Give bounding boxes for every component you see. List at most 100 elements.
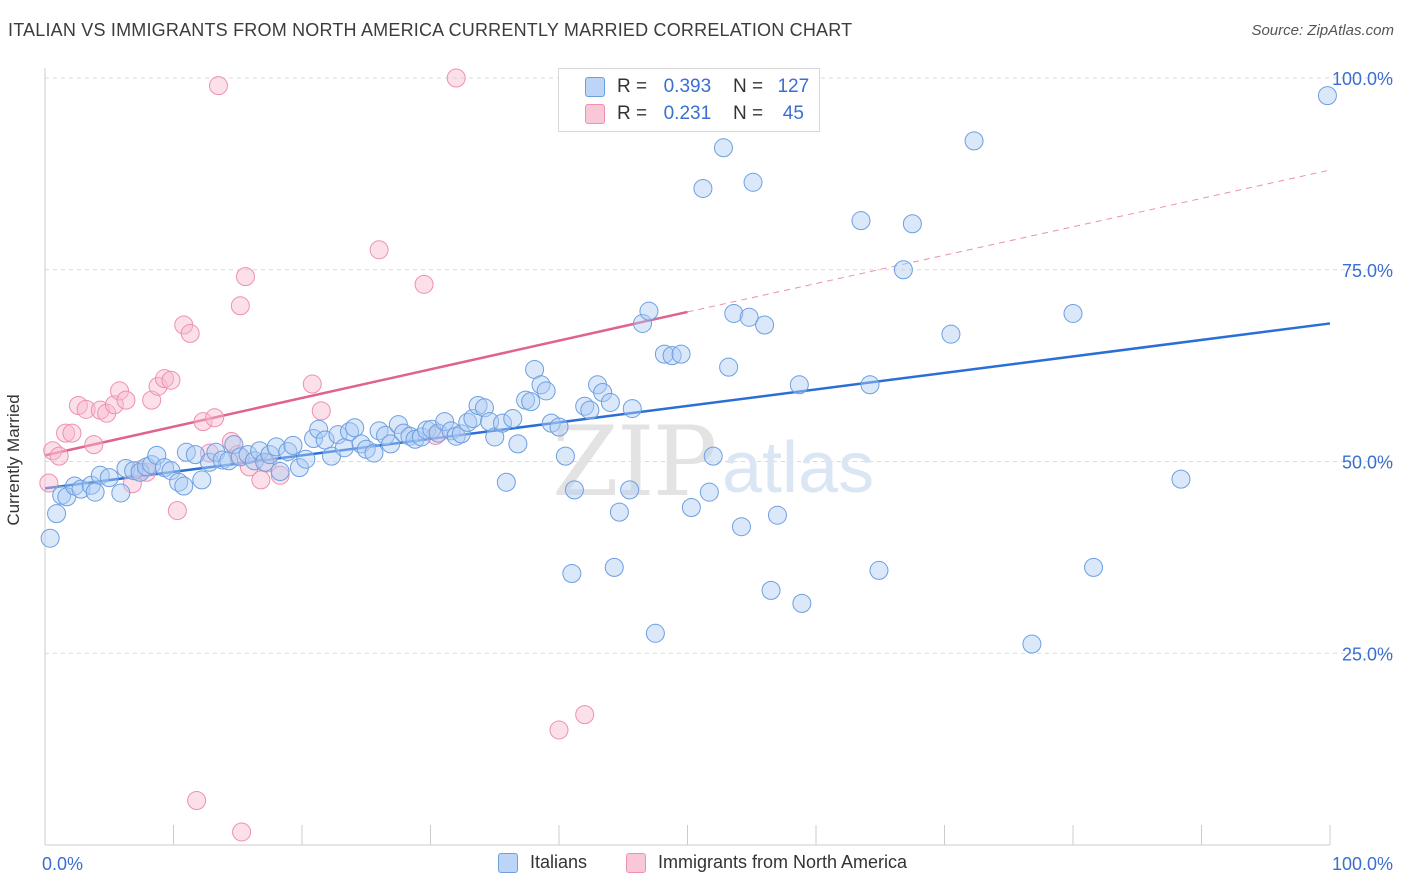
- italians-point: [130, 462, 150, 482]
- italians-point: [639, 301, 659, 321]
- immigrants-point: [235, 267, 255, 287]
- italians-legend-label: Italians: [530, 852, 588, 872]
- italians-point: [492, 413, 512, 433]
- chart-title: ITALIAN VS IMMIGRANTS FROM NORTH AMERICA…: [8, 20, 853, 40]
- italians-point: [562, 563, 582, 583]
- italians-point: [703, 446, 723, 466]
- italians-legend-swatch: [498, 852, 518, 873]
- italians-point: [40, 528, 60, 548]
- italians-point: [508, 434, 528, 454]
- italians-point: [1171, 469, 1191, 489]
- y-axis-title: Currently Married: [4, 394, 23, 526]
- italians-point: [496, 472, 516, 492]
- legend-row-italians: R = 0.393 N = 127: [585, 74, 818, 100]
- immigrants-point: [148, 376, 168, 396]
- italians-point: [761, 580, 781, 600]
- italians-point: [564, 480, 584, 500]
- immigrants-point: [187, 791, 207, 811]
- r-value-immigrants: 0.231: [663, 103, 712, 124]
- immigrants-point: [230, 296, 250, 316]
- immigrants-point: [414, 274, 434, 294]
- italians-point: [893, 260, 913, 280]
- immigrants-trend-extension: [687, 169, 1331, 313]
- italians-point: [1084, 557, 1104, 577]
- italians-point: [699, 482, 719, 502]
- italians-point: [169, 472, 189, 492]
- italians-point: [99, 468, 119, 488]
- y-tick-label: 100.0%: [1332, 69, 1393, 89]
- italians-point: [147, 445, 167, 465]
- n-label: N =: [732, 76, 764, 97]
- italians-point: [731, 517, 751, 537]
- italians-point: [503, 409, 523, 429]
- italians-point: [315, 430, 335, 450]
- italians-point: [116, 458, 136, 478]
- immigrants-point: [116, 390, 136, 410]
- immigrants-point: [369, 240, 389, 260]
- italians-point: [345, 418, 365, 438]
- italians-point: [964, 131, 984, 151]
- italians-point: [604, 557, 624, 577]
- italians-point: [681, 498, 701, 518]
- n-label: N =: [732, 103, 764, 124]
- italians-point: [417, 420, 437, 440]
- immigrants-point: [62, 423, 82, 443]
- immigrants-point: [49, 446, 69, 466]
- immigrants-point: [426, 425, 446, 445]
- immigrants-point: [549, 720, 569, 740]
- italians-swatch: [585, 77, 605, 97]
- immigrants-point: [84, 435, 104, 455]
- italians-point: [161, 461, 181, 481]
- italians-trend-line: [44, 322, 1331, 490]
- italians-point: [142, 455, 162, 475]
- italians-point: [851, 211, 871, 231]
- source-label: Source: ZipAtlas.com: [1251, 22, 1394, 39]
- italians-point: [719, 357, 739, 377]
- tick-labels: 25.0% 50.0% 75.0% 100.0% 0.0% 100.0%: [42, 69, 1393, 874]
- italians-point: [593, 382, 613, 402]
- x-tick-label-min: 0.0%: [42, 854, 83, 874]
- italians-point: [654, 344, 674, 364]
- italians-point: [47, 504, 67, 524]
- immigrants-point: [311, 401, 331, 421]
- italians-point: [266, 437, 286, 457]
- r-label: R =: [617, 76, 648, 97]
- y-tick-label: 75.0%: [1342, 261, 1393, 281]
- italians-point: [309, 419, 329, 439]
- italians-point: [555, 446, 575, 466]
- italians-point: [536, 381, 556, 401]
- italians-point: [693, 178, 713, 198]
- italians-point: [458, 412, 478, 432]
- italians-point: [531, 375, 551, 395]
- legend-row-immigrants: R = 0.231 N = 45: [585, 101, 818, 127]
- immigrants-legend-swatch: [626, 852, 646, 873]
- italians-point: [71, 479, 91, 499]
- immigrants-point: [575, 705, 595, 725]
- italians-point: [713, 138, 733, 158]
- x-tick-label-max: 100.0%: [1332, 854, 1393, 874]
- italians-point: [1063, 303, 1083, 323]
- r-value-italians: 0.393: [663, 76, 712, 97]
- italians-point: [351, 434, 371, 454]
- axes: [44, 68, 1331, 846]
- immigrants-legend-label: Immigrants from North America: [658, 852, 908, 872]
- italians-point: [941, 324, 961, 344]
- italians-point: [230, 447, 250, 467]
- italians-point: [620, 480, 640, 500]
- italians-point: [633, 313, 653, 333]
- immigrants-point: [56, 423, 76, 443]
- immigrants-point: [446, 68, 466, 88]
- italians-point: [671, 344, 691, 364]
- italians-point: [789, 375, 809, 395]
- italians-point: [283, 435, 303, 455]
- immigrants-point: [193, 412, 213, 432]
- immigrants-trend-line: [44, 310, 688, 457]
- italians-point: [334, 438, 354, 458]
- italians-point: [580, 400, 600, 420]
- watermark-atlas: atlas: [722, 428, 874, 508]
- italians-point: [739, 307, 759, 327]
- immigrants-point: [39, 473, 59, 493]
- italians-point: [85, 482, 105, 502]
- immigrants-point: [155, 369, 175, 389]
- immigrants-point: [251, 470, 271, 490]
